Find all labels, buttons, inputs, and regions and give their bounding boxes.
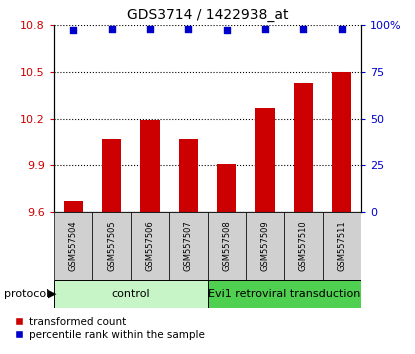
Bar: [208, 212, 246, 280]
Point: [185, 26, 192, 32]
Text: GSM557509: GSM557509: [261, 221, 270, 272]
Bar: [179, 139, 198, 212]
Bar: [323, 212, 361, 280]
Point: [223, 28, 230, 33]
Text: GSM557504: GSM557504: [68, 221, 78, 272]
Text: Evi1 retroviral transduction: Evi1 retroviral transduction: [208, 289, 361, 299]
Bar: [63, 201, 83, 212]
Point: [70, 28, 76, 33]
Bar: [284, 212, 323, 280]
Point: [146, 26, 153, 32]
Bar: [93, 212, 131, 280]
Bar: [140, 120, 159, 212]
Bar: [131, 212, 169, 280]
Text: protocol: protocol: [4, 289, 49, 299]
Bar: [208, 280, 361, 308]
Bar: [246, 212, 284, 280]
Bar: [54, 280, 208, 308]
Bar: [169, 212, 208, 280]
Text: GSM557508: GSM557508: [222, 221, 231, 272]
Point: [262, 26, 269, 32]
Point: [300, 26, 307, 32]
Bar: [294, 82, 313, 212]
Point: [108, 26, 115, 32]
Point: [339, 26, 345, 32]
Text: GSM557510: GSM557510: [299, 221, 308, 272]
Bar: [54, 212, 92, 280]
Text: GSM557505: GSM557505: [107, 221, 116, 272]
Bar: [332, 72, 352, 212]
Text: GSM557511: GSM557511: [337, 221, 347, 272]
Title: GDS3714 / 1422938_at: GDS3714 / 1422938_at: [127, 8, 288, 22]
Bar: [256, 108, 275, 212]
Text: ▶: ▶: [48, 289, 56, 299]
Bar: [102, 139, 121, 212]
Text: GSM557506: GSM557506: [145, 221, 154, 272]
Text: GSM557507: GSM557507: [184, 221, 193, 272]
Bar: [217, 164, 236, 212]
Text: control: control: [111, 289, 150, 299]
Legend: transformed count, percentile rank within the sample: transformed count, percentile rank withi…: [14, 317, 205, 340]
